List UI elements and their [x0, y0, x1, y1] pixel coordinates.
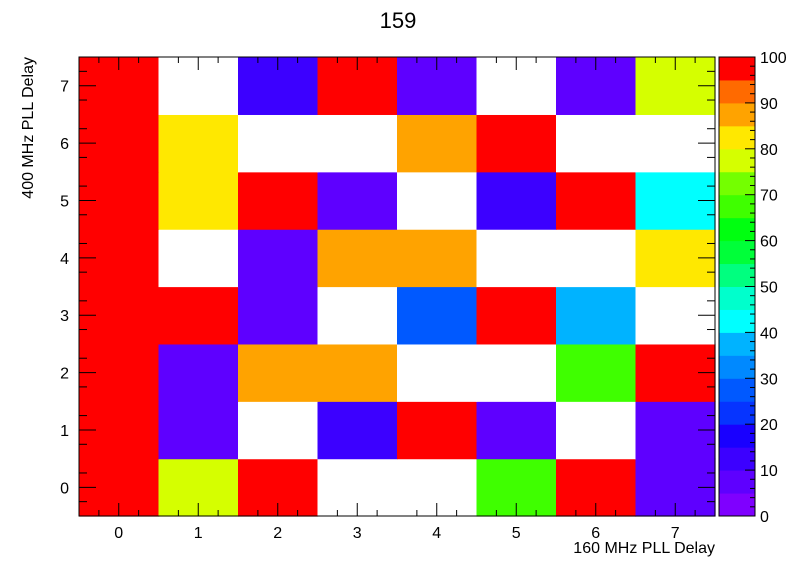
- x-tick-label: 3: [353, 525, 362, 542]
- palette-tick-label: 20: [760, 417, 778, 434]
- palette-band: [719, 401, 755, 425]
- heatmap-cell: [317, 171, 398, 230]
- x-tick-label: 6: [591, 525, 600, 542]
- heatmap-cell: [476, 343, 557, 402]
- x-tick-label: 2: [273, 525, 282, 542]
- palette-band: [719, 493, 755, 517]
- palette-tick-label: 40: [760, 325, 778, 342]
- palette-band: [719, 286, 755, 310]
- palette-band: [719, 79, 755, 104]
- palette-tick-label: 50: [760, 280, 778, 297]
- palette-band: [719, 148, 755, 173]
- heatmap-cell: [476, 286, 557, 345]
- palette-band: [719, 424, 755, 448]
- chart-title: 159: [380, 8, 417, 33]
- heatmap-cell: [476, 229, 557, 288]
- palette-band: [719, 332, 755, 356]
- heatmap-cell: [317, 401, 398, 460]
- palette-band: [719, 102, 755, 127]
- heatmap-cell: [556, 229, 637, 288]
- palette-tick-label: 10: [760, 463, 778, 480]
- y-tick-label: 7: [60, 79, 69, 96]
- y-axis-ticks: 0 1 2 3 4 5 6 7: [60, 70, 715, 503]
- heatmap-cell: [476, 114, 557, 173]
- heatmap-cell: [158, 171, 239, 230]
- palette-tick-label: 100: [760, 50, 787, 67]
- y-axis-label: 400 MHz PLL Delay: [20, 57, 37, 199]
- palette-tick-label: 0: [760, 509, 769, 526]
- y-tick-label: 0: [60, 480, 69, 497]
- palette-band: [719, 355, 755, 379]
- y-tick-label: 1: [60, 423, 69, 440]
- plot-frame: [78, 56, 716, 517]
- palette-band: [719, 125, 755, 150]
- y-tick-label: 5: [60, 193, 69, 210]
- x-tick-label: 0: [114, 525, 123, 542]
- x-tick-label: 7: [671, 525, 680, 542]
- heatmap-cell: [556, 401, 637, 460]
- heatmap-cell: [397, 286, 478, 345]
- palette-ticks: 0 10 20 30 40 50 60 70 80 90 100: [745, 50, 787, 526]
- color-palette: [719, 57, 755, 517]
- palette-tick-label: 70: [760, 188, 778, 205]
- heatmap-cell: [317, 114, 398, 173]
- heatmap-cell: [397, 171, 478, 230]
- x-tick-label: 1: [194, 525, 203, 542]
- heatmap-cell: [556, 171, 637, 230]
- x-axis-ticks: 0 1 2 3 4 5 6 7: [98, 57, 696, 542]
- palette-band: [719, 240, 755, 265]
- x-tick-label: 4: [432, 525, 441, 542]
- heatmap-cell: [397, 114, 478, 173]
- palette-band: [719, 309, 755, 333]
- heatmap-cell: [476, 171, 557, 230]
- palette-band: [719, 263, 755, 287]
- palette-band: [719, 470, 755, 494]
- heatmap-cell: [158, 401, 239, 460]
- heatmap-cell: [158, 114, 239, 173]
- palette-band: [719, 378, 755, 402]
- heatmap-cell: [158, 286, 239, 345]
- palette-band: [719, 217, 755, 242]
- heatmap-cells: [79, 57, 716, 517]
- heatmap-cell: [317, 229, 398, 288]
- palette-tick-label: 60: [760, 234, 778, 251]
- heatmap-cell: [238, 171, 319, 230]
- heatmap-cell: [158, 343, 239, 402]
- heatmap-cell: [238, 114, 319, 173]
- x-tick-label: 5: [512, 525, 521, 542]
- y-tick-label: 4: [60, 251, 69, 268]
- palette-band: [719, 194, 755, 219]
- y-tick-label: 2: [60, 366, 69, 383]
- x-axis-label: 160 MHz PLL Delay: [573, 540, 715, 557]
- palette-band: [719, 57, 755, 81]
- palette-band: [719, 447, 755, 471]
- heatmap-cell: [556, 343, 637, 402]
- heatmap-cell: [317, 343, 398, 402]
- palette-band: [719, 171, 755, 196]
- heatmap-cell: [556, 114, 637, 173]
- palette-tick-label: 90: [760, 96, 778, 113]
- heatmap-cell: [397, 343, 478, 402]
- heatmap-cell: [397, 229, 478, 288]
- y-tick-label: 6: [60, 136, 69, 153]
- heatmap-cell: [238, 401, 319, 460]
- palette-tick-label: 80: [760, 142, 778, 159]
- heatmap-cell: [476, 401, 557, 460]
- heatmap-cell: [317, 286, 398, 345]
- heatmap-cell: [238, 229, 319, 288]
- heatmap-cell: [397, 401, 478, 460]
- palette-tick-label: 30: [760, 371, 778, 388]
- heatmap-cell: [238, 343, 319, 402]
- y-tick-label: 3: [60, 308, 69, 325]
- heatmap-cell: [238, 286, 319, 345]
- heatmap-cell: [158, 229, 239, 288]
- heatmap-cell: [556, 286, 637, 345]
